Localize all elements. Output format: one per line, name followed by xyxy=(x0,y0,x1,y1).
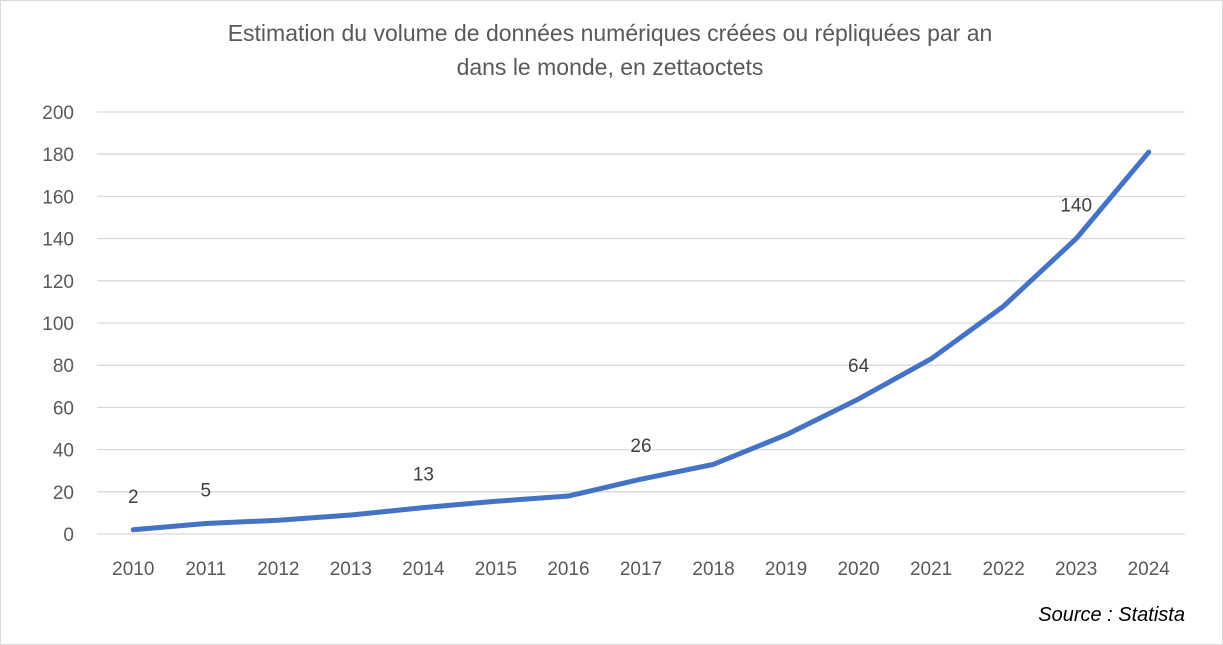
x-tick-label: 2010 xyxy=(112,559,154,580)
x-tick-label: 2020 xyxy=(837,559,879,580)
x-tick-label: 2024 xyxy=(1128,559,1171,580)
x-tick-label: 2011 xyxy=(185,559,226,580)
series xyxy=(130,149,1152,533)
x-axis-ticks: 2010 2011 2012 2013 2014 2015 2016 2017 2018 2019… xyxy=(112,559,1170,580)
y-tick-label: 200 xyxy=(42,103,74,124)
y-tick-label: 140 xyxy=(42,230,74,251)
x-tick-label: 2018 xyxy=(692,559,734,580)
x-tick-label: 2013 xyxy=(330,559,372,580)
y-tick-label: 60 xyxy=(53,398,74,419)
y-tick-label: 40 xyxy=(53,441,74,462)
x-tick-label: 2023 xyxy=(1055,559,1097,580)
data-label: 13 xyxy=(413,465,434,486)
x-tick-label: 2016 xyxy=(547,559,589,580)
x-tick-label: 2014 xyxy=(402,559,445,580)
x-tick-label: 2015 xyxy=(475,559,517,580)
chart-title-line-2: dans le monde, en zettaoctets xyxy=(456,54,764,80)
y-tick-label: 180 xyxy=(42,145,74,166)
source-note: Source : Statista xyxy=(1038,604,1185,626)
data-label: 5 xyxy=(201,480,212,501)
x-tick-label: 2017 xyxy=(620,559,662,580)
data-label: 2 xyxy=(128,487,139,508)
x-tick-label: 2019 xyxy=(765,559,807,580)
chart-title-line-1: Estimation du volume de données numériqu… xyxy=(227,20,993,46)
y-tick-label: 80 xyxy=(53,356,74,377)
chart-title: Estimation du volume de données numériqu… xyxy=(80,16,1140,84)
series-line xyxy=(130,149,1152,533)
data-label: 140 xyxy=(1060,196,1092,217)
data-labels: 2 5 13 26 64 140 xyxy=(128,196,1092,508)
x-tick-label: 2021 xyxy=(910,559,952,580)
y-tick-label: 20 xyxy=(53,483,74,504)
data-label: 26 xyxy=(630,436,651,457)
y-tick-label: 120 xyxy=(42,272,74,293)
y-axis-ticks: 0 20 40 60 80 100 120 140 160 180 200 xyxy=(42,103,74,546)
x-tick-label: 2012 xyxy=(257,559,299,580)
y-tick-label: 100 xyxy=(42,314,74,335)
gridlines xyxy=(97,111,1185,535)
x-tick-label: 2022 xyxy=(983,559,1025,580)
data-label: 64 xyxy=(848,356,870,377)
y-tick-label: 0 xyxy=(63,525,74,546)
y-tick-label: 160 xyxy=(42,187,74,208)
